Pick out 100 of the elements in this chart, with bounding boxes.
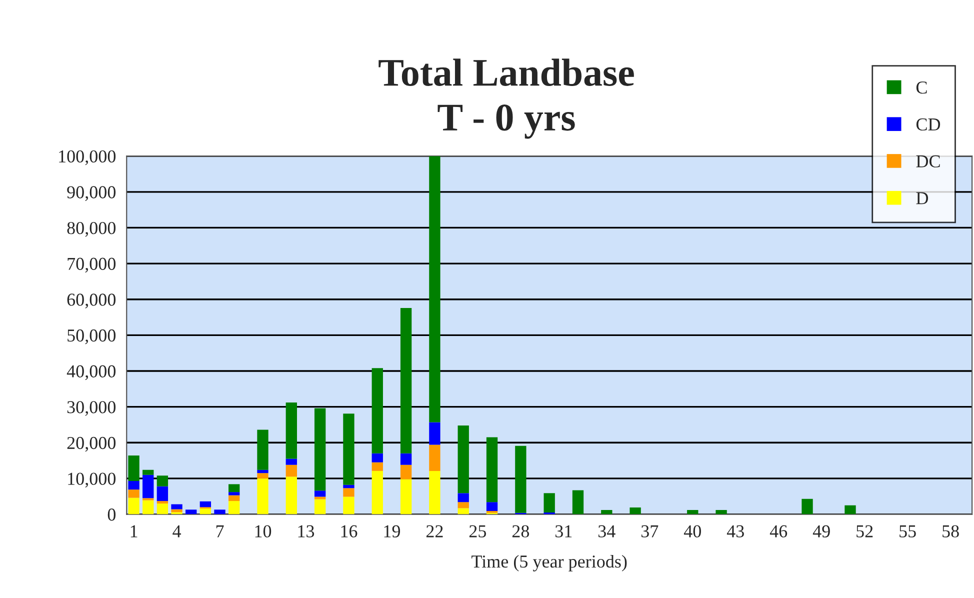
bar bbox=[257, 470, 268, 474]
x-tick-label: 10 bbox=[255, 525, 272, 538]
x-tick-label: 1 bbox=[130, 525, 138, 538]
x-tick-label: 16 bbox=[341, 525, 358, 538]
bar bbox=[200, 508, 212, 514]
x-tick-label: 58 bbox=[942, 525, 959, 538]
bar bbox=[314, 496, 326, 500]
bar bbox=[228, 501, 240, 514]
bar bbox=[214, 510, 226, 514]
x-axis-title: Time (5 year periods) bbox=[472, 554, 627, 572]
bar bbox=[142, 470, 154, 475]
bar bbox=[429, 422, 440, 445]
bar bbox=[372, 470, 383, 514]
bar bbox=[400, 453, 412, 465]
y-tick-label: 60,000 bbox=[67, 294, 116, 308]
bar bbox=[156, 486, 168, 502]
bar bbox=[156, 476, 168, 486]
bar bbox=[314, 408, 326, 491]
bar bbox=[142, 474, 154, 498]
x-tick-label: 13 bbox=[298, 525, 314, 538]
bar bbox=[400, 308, 412, 454]
y-tick-label: 0 bbox=[108, 508, 116, 521]
bar bbox=[200, 501, 212, 508]
y-tick-label: 10,000 bbox=[68, 472, 116, 488]
y-tick-label: 90,000 bbox=[67, 186, 116, 201]
bar bbox=[343, 484, 354, 488]
bar bbox=[458, 508, 469, 514]
chart-title: Total Landbase T - 0 yrs bbox=[378, 58, 634, 139]
legend-label: CD bbox=[916, 118, 940, 131]
y-tick-label: 30,000 bbox=[67, 401, 116, 416]
bar bbox=[228, 484, 240, 492]
bar bbox=[314, 499, 326, 514]
bar bbox=[156, 501, 168, 504]
bar bbox=[286, 464, 297, 477]
bar bbox=[343, 496, 354, 514]
bar bbox=[458, 425, 469, 494]
bar bbox=[128, 480, 140, 490]
x-tick-label: 46 bbox=[770, 525, 788, 538]
x-tick-label: 4 bbox=[172, 525, 182, 538]
bar bbox=[630, 507, 641, 514]
x-tick-label: 43 bbox=[726, 525, 744, 538]
bar bbox=[486, 502, 498, 512]
bar bbox=[228, 495, 240, 502]
y-tick-label: 100,000 bbox=[59, 150, 116, 166]
bar bbox=[458, 493, 469, 502]
bar bbox=[515, 446, 526, 513]
bar bbox=[458, 502, 469, 508]
bar bbox=[802, 498, 813, 514]
bar bbox=[572, 490, 584, 514]
bar bbox=[171, 504, 182, 510]
x-tick-label: 40 bbox=[684, 525, 701, 538]
bar bbox=[687, 510, 698, 514]
x-tick-label: 25 bbox=[469, 525, 486, 538]
bar bbox=[156, 504, 168, 514]
bar bbox=[429, 470, 440, 514]
x-tick-label: 22 bbox=[426, 525, 443, 538]
bar bbox=[372, 368, 383, 454]
bar bbox=[186, 510, 197, 514]
bar bbox=[286, 402, 297, 459]
legend-label: C bbox=[916, 82, 927, 94]
bar bbox=[400, 479, 412, 514]
bar bbox=[314, 490, 326, 497]
bar bbox=[128, 498, 140, 514]
legend-label: DC bbox=[916, 155, 940, 168]
bar bbox=[372, 453, 383, 462]
x-tick-label: 49 bbox=[812, 525, 830, 538]
bar bbox=[844, 505, 856, 514]
bar bbox=[128, 456, 140, 481]
bar bbox=[486, 437, 498, 502]
y-tick-label: 50,000 bbox=[68, 329, 116, 344]
x-tick-label: 55 bbox=[900, 525, 916, 538]
bar bbox=[429, 156, 440, 422]
bar bbox=[372, 462, 383, 471]
x-tick-label: 37 bbox=[641, 525, 658, 538]
bar bbox=[343, 488, 354, 497]
bar bbox=[171, 509, 182, 512]
y-tick-label: 70,000 bbox=[68, 258, 116, 273]
bar bbox=[128, 490, 140, 498]
bar bbox=[601, 510, 612, 514]
bar bbox=[544, 493, 555, 512]
y-tick-label: 20,000 bbox=[67, 436, 116, 452]
bar bbox=[716, 510, 727, 514]
bar bbox=[286, 458, 297, 465]
bar bbox=[343, 414, 354, 485]
x-tick-label: 19 bbox=[384, 525, 400, 538]
bar bbox=[257, 430, 268, 470]
bar bbox=[286, 476, 297, 514]
x-tick-label: 7 bbox=[216, 525, 224, 538]
bar bbox=[228, 492, 240, 496]
x-tick-label: 52 bbox=[856, 525, 873, 538]
x-tick-label: 34 bbox=[598, 525, 616, 538]
bar bbox=[142, 500, 154, 514]
bar bbox=[400, 464, 412, 480]
bar bbox=[257, 478, 268, 514]
bar bbox=[257, 473, 268, 478]
x-tick-label: 28 bbox=[512, 525, 530, 538]
legend-label: D bbox=[916, 192, 928, 204]
bar bbox=[429, 444, 440, 471]
y-tick-label: 40,000 bbox=[66, 365, 116, 380]
y-tick-label: 80,000 bbox=[67, 222, 116, 237]
